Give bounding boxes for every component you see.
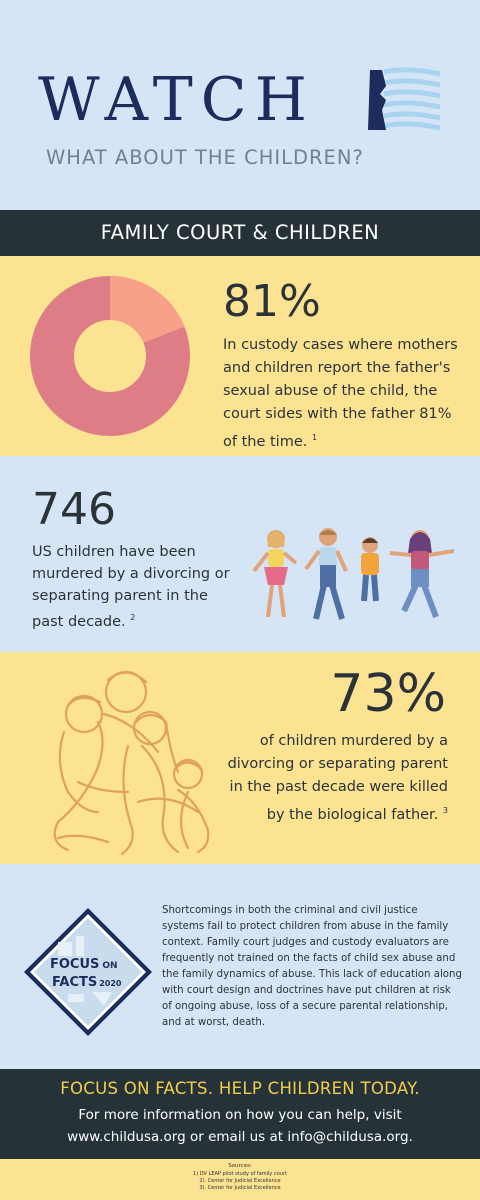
stat-text-746: US children have been murdered by a divo… <box>32 541 232 633</box>
badge-line2: FACTS 2020 <box>52 975 122 990</box>
sources-heading: Sources: <box>228 1163 252 1169</box>
sources-section <box>0 1159 480 1200</box>
stat-description: US children have been murdered by a divo… <box>32 544 230 630</box>
stat-text-81: In custody cases where mothers and child… <box>223 334 463 454</box>
footer-line-2: www.childusa.org or email us at info@chi… <box>67 1129 413 1145</box>
stat-description: In custody cases where mothers and child… <box>223 337 458 450</box>
stat-value-73: 73% <box>330 664 446 724</box>
source-item-3: 3). Center for Judicial Excellence <box>199 1185 281 1191</box>
donut-accent-slice <box>30 276 190 436</box>
footnote-ref: 2 <box>130 613 136 622</box>
footer-band <box>0 1069 480 1159</box>
badge-word-facts: FACTS <box>52 975 97 990</box>
source-item-1: 1) DV LEAP pilot study of family court <box>193 1171 287 1177</box>
section-band-title: FAMILY COURT & CHILDREN <box>0 210 480 256</box>
badge-word-focus: FOCUS <box>50 957 99 972</box>
child-figure <box>304 528 348 620</box>
focus-on-facts-badge: FOCUS ON FACTS 2020 <box>24 908 152 1036</box>
donut-chart <box>30 276 190 436</box>
family-illustration <box>53 670 210 856</box>
badge-line1: FOCUS ON <box>50 957 118 972</box>
stat-text-73: of children murdered by a divorcing or s… <box>220 730 448 827</box>
info-paragraph: Shortcomings in both the criminal and ci… <box>162 905 462 1028</box>
badge-year: 2020 <box>99 979 122 988</box>
stat-section-81 <box>0 256 480 456</box>
child-figure <box>252 530 298 618</box>
logo-title: WATCH <box>38 65 315 135</box>
footnote-ref: 1 <box>311 433 318 442</box>
stat-value-746: 746 <box>32 484 116 535</box>
footer-title: FOCUS ON FACTS. HELP CHILDREN TODAY. <box>60 1079 420 1098</box>
badge-word-on: ON <box>102 961 117 971</box>
stat-section-73 <box>0 652 480 864</box>
source-item-2: 2). Center for Judicial Excellence <box>199 1178 281 1184</box>
stat-value-81: 81% <box>223 276 321 327</box>
child-figure <box>389 530 455 619</box>
footnote-ref: 3 <box>442 806 448 815</box>
footer-line-1: For more information on how you can help… <box>78 1107 402 1123</box>
child-figure <box>361 537 379 602</box>
subtitle: WHAT ABOUT THE CHILDREN? <box>46 146 364 169</box>
stat-description: of children murdered by a divorcing or s… <box>227 733 448 823</box>
flag-profile-icon <box>368 67 441 131</box>
children-illustration <box>252 528 455 620</box>
